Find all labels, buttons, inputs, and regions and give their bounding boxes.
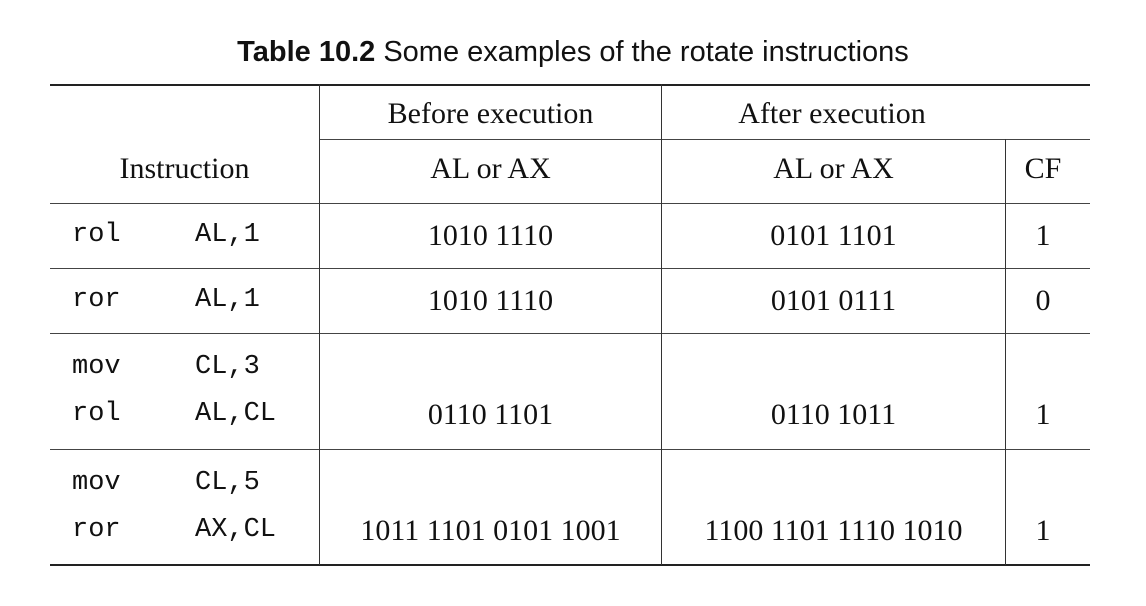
row3-before: 0110 1101: [427, 398, 554, 431]
header-subrule: [320, 139, 1090, 140]
header-after-execution: After execution: [738, 97, 926, 130]
header-before-register: AL or AX: [430, 152, 551, 185]
col-divider-cf: [1005, 139, 1006, 565]
row4-op-2: ror: [72, 515, 121, 545]
row4-after: 1100 1101 1110 1010: [704, 514, 963, 547]
row2-args: AL,1: [195, 285, 260, 315]
table-top-rule: [50, 84, 1090, 86]
row2-op: ror: [72, 285, 121, 315]
row4-cf: 1: [1035, 514, 1051, 547]
row3-cf: 1: [1035, 398, 1051, 431]
row1-cf: 1: [1035, 219, 1051, 252]
row1-args: AL,1: [195, 220, 260, 250]
col-divider-instruction: [319, 84, 320, 565]
row4-args-1: CL,5: [195, 468, 260, 498]
header-cf: CF: [1024, 152, 1062, 185]
row3-args-2: AL,CL: [195, 399, 277, 429]
table-caption: Table 10.2 Some examples of the rotate i…: [0, 36, 1146, 69]
row3-op-1: mov: [72, 352, 121, 382]
row4-args-2: AX,CL: [195, 515, 277, 545]
row3-args-1: CL,3: [195, 352, 260, 382]
col-divider-before: [661, 84, 662, 565]
table-bottom-rule: [50, 564, 1090, 566]
header-after-register: AL or AX: [773, 152, 894, 185]
caption-number: Table 10.2: [237, 36, 376, 68]
row1-before: 1010 1110: [427, 219, 554, 252]
row3-op-2: rol: [72, 399, 121, 429]
header-instruction: Instruction: [119, 152, 250, 185]
row2-before: 1010 1110: [427, 284, 554, 317]
row-rule-3: [50, 449, 1090, 450]
row-rule-1: [50, 268, 1090, 269]
header-bottom-rule: [50, 203, 1090, 204]
row1-op: rol: [72, 220, 121, 250]
row2-cf: 0: [1035, 284, 1051, 317]
row4-op-1: mov: [72, 468, 121, 498]
row-rule-2: [50, 333, 1090, 334]
row4-before: 1011 1101 0101 1001: [360, 514, 621, 547]
row3-after: 0110 1011: [770, 398, 897, 431]
caption-text: Some examples of the rotate instructions: [383, 36, 909, 68]
header-before-execution: Before execution: [387, 97, 594, 130]
row2-after: 0101 0111: [770, 284, 897, 317]
row1-after: 0101 1101: [770, 219, 897, 252]
